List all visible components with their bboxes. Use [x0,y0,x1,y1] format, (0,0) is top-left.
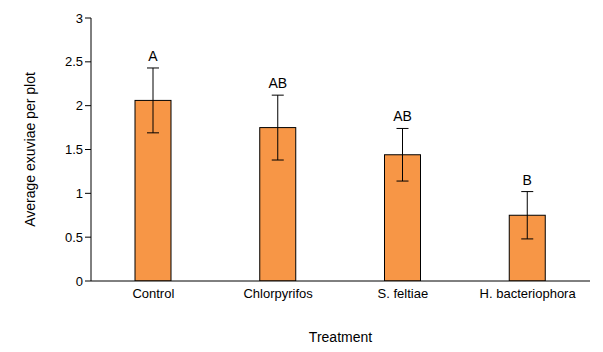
svg-text:0: 0 [76,274,83,289]
svg-text:Control: Control [132,286,174,301]
svg-text:1.5: 1.5 [65,142,83,157]
svg-text:0.5: 0.5 [65,230,83,245]
svg-text:S. feltiae: S. feltiae [378,286,429,301]
svg-text:1: 1 [76,186,83,201]
svg-text:AB: AB [268,75,287,91]
svg-text:AB: AB [393,108,412,124]
svg-text:H. bacteriophora: H. bacteriophora [480,286,577,301]
svg-text:Treatment: Treatment [309,329,372,345]
svg-text:Average exuviae per plot: Average exuviae per plot [22,72,38,227]
svg-text:A: A [148,48,158,64]
svg-text:Chlorpyrifos: Chlorpyrifos [243,286,313,301]
svg-text:2.5: 2.5 [65,54,83,69]
svg-text:3: 3 [76,11,83,26]
svg-text:2: 2 [76,98,83,113]
svg-text:B: B [523,172,532,188]
